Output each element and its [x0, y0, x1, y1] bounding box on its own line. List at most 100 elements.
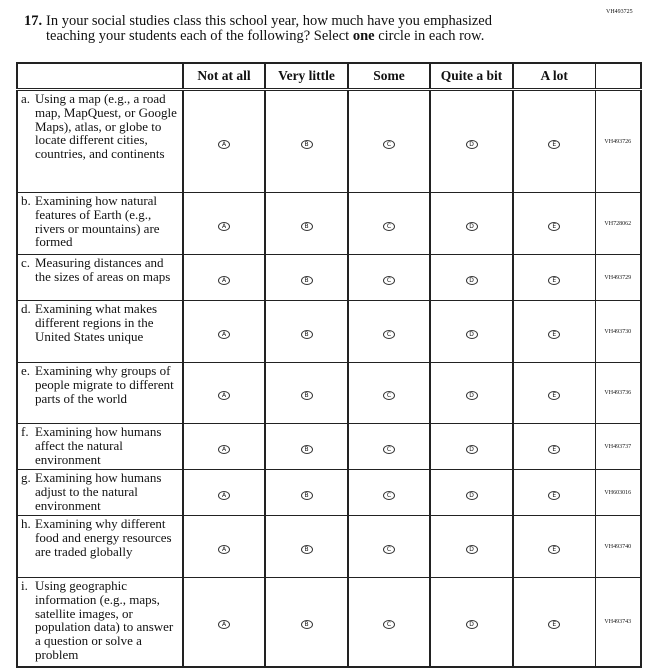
item-cell: f. Examining how humans affect the natura… [16, 423, 184, 470]
table-row: b. Examining how natural features of Eart… [16, 192, 642, 255]
item-letter: f. [21, 424, 29, 439]
option-cell: C [347, 192, 431, 255]
item-letter: a. [21, 91, 31, 106]
column-header: Not at all [182, 62, 266, 91]
response-bubble[interactable]: D [465, 619, 478, 629]
response-bubble[interactable]: D [465, 391, 478, 400]
response-bubble[interactable]: C [383, 619, 395, 629]
response-bubble[interactable]: B [300, 619, 313, 629]
option-cell: B [264, 362, 349, 424]
response-bubble[interactable]: D [465, 329, 478, 339]
page-code: VH493725 [606, 9, 633, 15]
response-bubble[interactable]: C [383, 139, 395, 149]
response-bubble[interactable]: B [300, 490, 313, 500]
response-bubble[interactable]: E [548, 221, 561, 231]
item-text: Measuring distances and the sizes of are… [35, 255, 171, 284]
option-cell: E [512, 577, 596, 667]
item-cell: i. Using geographic information (e.g., ma… [16, 577, 184, 667]
code-header [594, 62, 642, 91]
option-cell: B [264, 254, 349, 301]
response-bubble[interactable]: A [218, 490, 230, 500]
question-number: 17. [24, 13, 43, 29]
response-bubble[interactable]: E [548, 275, 561, 285]
column-header: Quite a bit [429, 62, 514, 91]
option-cell: D [429, 577, 514, 667]
option-cell: E [512, 362, 596, 424]
response-bubble[interactable]: C [383, 444, 395, 454]
response-bubble[interactable]: A [218, 139, 230, 149]
option-cell: E [512, 423, 596, 470]
item-cell: g. Examining how humans adjust to the nat… [16, 469, 184, 516]
response-bubble[interactable]: C [383, 221, 395, 231]
response-bubble[interactable]: A [218, 329, 230, 339]
response-bubble[interactable]: E [548, 139, 561, 149]
item-letter: b. [21, 193, 31, 208]
option-cell: D [429, 192, 514, 255]
response-bubble[interactable]: A [218, 221, 230, 231]
option-cell: B [264, 89, 349, 193]
item-letter: c. [21, 255, 31, 270]
response-bubble[interactable]: E [548, 391, 561, 400]
option-cell: C [347, 423, 431, 470]
response-bubble[interactable]: C [383, 275, 395, 285]
response-bubble[interactable]: D [465, 221, 478, 231]
option-cell: C [347, 469, 431, 516]
response-bubble[interactable]: E [548, 329, 561, 339]
option-cell: A [182, 515, 266, 578]
response-bubble[interactable]: B [300, 275, 313, 285]
item-code: VH493726 [594, 89, 642, 193]
response-bubble[interactable]: E [548, 544, 561, 554]
response-bubble[interactable]: D [465, 444, 478, 454]
table-row: f. Examining how humans affect the natura… [16, 423, 642, 470]
item-code: VH603016 [594, 469, 642, 516]
option-cell: E [512, 515, 596, 578]
response-bubble[interactable]: D [465, 544, 478, 554]
response-bubble[interactable]: C [383, 544, 395, 554]
column-header: Some [347, 62, 431, 91]
response-bubble[interactable]: D [465, 139, 478, 149]
response-bubble[interactable]: B [300, 329, 313, 339]
option-cell: A [182, 254, 266, 301]
response-bubble[interactable]: A [218, 444, 230, 454]
option-cell: B [264, 423, 349, 470]
item-cell: b. Examining how natural features of Eart… [16, 192, 184, 255]
item-code: VH493736 [594, 362, 642, 424]
question-line2-end: circle in each row. [374, 28, 485, 44]
response-bubble[interactable]: D [465, 490, 478, 500]
response-bubble[interactable]: A [218, 275, 230, 285]
item-letter: e. [21, 363, 31, 378]
response-bubble[interactable]: B [300, 444, 313, 454]
option-cell: D [429, 423, 514, 470]
question-line1: In your social studies class this school… [46, 13, 492, 29]
option-cell: A [182, 192, 266, 255]
response-bubble[interactable]: C [383, 490, 395, 500]
response-bubble[interactable]: D [465, 275, 478, 285]
response-bubble[interactable]: E [548, 444, 561, 454]
response-bubble[interactable]: A [218, 544, 230, 554]
column-header: A lot [512, 62, 596, 91]
option-cell: D [429, 254, 514, 301]
table-row: c. Measuring distances and the sizes of a… [16, 254, 642, 301]
question-line2: teaching your students each of the follo… [46, 28, 353, 44]
question-text: 17. In your social studies class this sch… [24, 14, 492, 44]
item-cell: e. Examining why groups of people migrate… [16, 362, 184, 424]
option-cell: E [512, 192, 596, 255]
response-bubble[interactable]: C [383, 329, 395, 339]
item-letter: i. [21, 578, 28, 593]
item-letter: d. [21, 301, 31, 316]
response-bubble[interactable]: B [300, 139, 313, 149]
item-code: VH728062 [594, 192, 642, 255]
response-bubble[interactable]: A [218, 619, 230, 629]
response-bubble[interactable]: B [300, 544, 313, 554]
response-bubble[interactable]: E [548, 619, 561, 629]
option-cell: E [512, 254, 596, 301]
item-code: VH493740 [594, 515, 642, 578]
response-bubble[interactable]: E [548, 490, 561, 500]
option-cell: A [182, 300, 266, 363]
item-cell: h. Examining why different food and energ… [16, 515, 184, 578]
response-bubble[interactable]: A [218, 391, 230, 400]
response-bubble[interactable]: B [300, 391, 313, 400]
response-bubble[interactable]: C [383, 391, 395, 400]
response-bubble[interactable]: B [300, 221, 313, 231]
option-cell: C [347, 300, 431, 363]
